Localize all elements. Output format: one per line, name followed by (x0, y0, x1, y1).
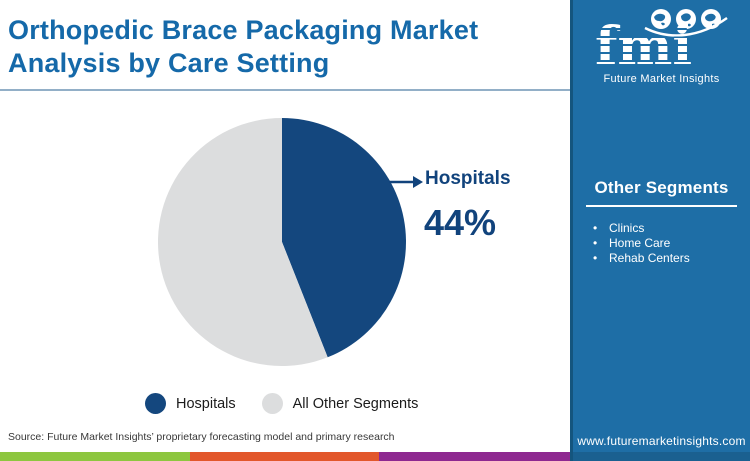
strip-segment-green (0, 452, 190, 461)
list-item-clinics: Clinics (593, 221, 690, 236)
website-link[interactable]: www.futuremarketinsights.com (577, 434, 746, 448)
legend-label-all-other-segments: All Other Segments (292, 395, 419, 412)
legend-swatch-hospitals-icon (145, 393, 166, 414)
pie-chart (158, 118, 406, 366)
arrow-icon (389, 176, 423, 188)
strip-segment-purple (379, 452, 570, 461)
pie-callout-value: 44% (424, 202, 497, 243)
source-note: Source: Future Market Insights’ propriet… (8, 431, 395, 443)
pie-slice-all-other-segments (158, 118, 328, 366)
legend-swatch-all-other-segments-icon (261, 393, 283, 414)
page-title-line2: Analysis by Care Setting (8, 47, 330, 78)
pie-callout-label: Hospitals (425, 168, 511, 189)
title-divider (0, 89, 570, 91)
sidebar: fmi Future Market Insights Other Segment… (570, 0, 750, 461)
legend-item-all-other-segments: All Other Segments (261, 393, 419, 414)
page-title-line1: Orthopedic Brace Packaging Market (8, 15, 479, 45)
fmi-logo-icon: fmi (595, 9, 728, 77)
footer-color-strip (0, 452, 570, 461)
sidebar-footer-band (573, 452, 750, 461)
other-segments-list: Clinics Home Care Rehab Centers (593, 221, 690, 266)
other-segments-heading: Other Segments (594, 178, 729, 197)
legend-label-hospitals: Hospitals (176, 395, 236, 412)
chart-legend: Hospitals All Other Segments (145, 393, 418, 414)
page-title: Orthopedic Brace Packaging Market Analys… (8, 14, 553, 80)
pie-slice-hospitals (282, 118, 406, 358)
list-item-rehab-centers: Rehab Centers (593, 251, 690, 266)
strip-segment-orange (190, 452, 379, 461)
heading-underline (586, 205, 737, 207)
fmi-logo: fmi Future Market Insights (573, 6, 750, 85)
logo-wordmark: fmi (595, 16, 692, 72)
list-item-home-care: Home Care (593, 236, 690, 251)
legend-item-hospitals: Hospitals (145, 393, 236, 414)
chart-panel: Orthopedic Brace Packaging Market Analys… (0, 14, 570, 461)
logo-tagline: Future Market Insights (603, 73, 720, 85)
swoosh-icon (643, 17, 728, 37)
